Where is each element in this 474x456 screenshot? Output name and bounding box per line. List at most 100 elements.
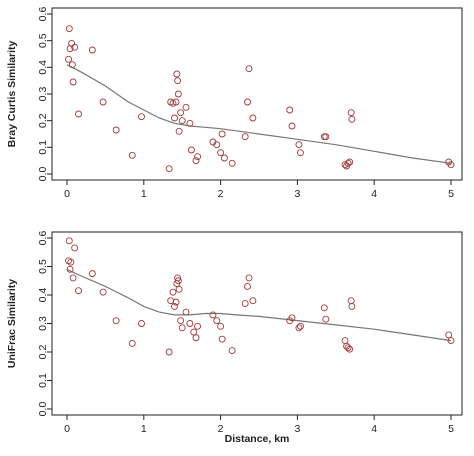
- data-point: [295, 324, 303, 332]
- data-point: [295, 141, 303, 149]
- data-point: [165, 348, 173, 356]
- data-point: [178, 117, 186, 125]
- x-tick-label: 0: [64, 188, 70, 200]
- data-point: [177, 109, 185, 117]
- data-point: [217, 322, 225, 330]
- y-axis-title: Bray Curtis Similarity: [6, 40, 18, 147]
- data-point: [213, 141, 221, 149]
- y-tick-label: 0.5: [37, 259, 49, 274]
- data-point: [249, 297, 257, 305]
- data-point: [288, 122, 296, 130]
- data-point: [245, 274, 253, 282]
- data-point: [65, 237, 73, 245]
- data-point: [218, 335, 226, 343]
- data-point: [75, 287, 82, 295]
- data-point: [344, 344, 352, 352]
- x-tick-label: 5: [448, 188, 454, 200]
- data-point: [88, 270, 96, 278]
- data-point: [182, 308, 190, 316]
- data-point: [241, 300, 249, 307]
- data-point: [244, 283, 251, 290]
- bray-curtis-panel: 0.0 0.1 0.2 0.3 0.4 0.5 0.6 0 1 2 3 4 5 Bray Curtis S…: [6, 7, 463, 200]
- data-point: [341, 337, 349, 345]
- y-tick-label: 0.0: [37, 402, 49, 417]
- data-point: [128, 151, 136, 159]
- y-tick-label: 0.2: [37, 113, 49, 128]
- data-point: [347, 109, 355, 117]
- data-point: [346, 158, 354, 166]
- data-point: [138, 320, 145, 327]
- y-tick-label: 0.1: [37, 140, 49, 155]
- data-point: [187, 146, 195, 154]
- data-point: [194, 322, 202, 330]
- plot-frame: [51, 7, 463, 181]
- data-point: [171, 114, 178, 122]
- data-point: [186, 119, 194, 127]
- data-point: [347, 297, 355, 305]
- trend-line: [66, 64, 452, 164]
- data-point: [71, 244, 79, 252]
- data-point: [245, 65, 253, 73]
- data-point: [288, 314, 296, 322]
- data-point: [66, 265, 74, 273]
- data-point: [174, 277, 182, 285]
- trend-line: [66, 268, 452, 342]
- x-tick-label: 1: [141, 188, 147, 200]
- data-point: [286, 106, 294, 114]
- data-point: [68, 61, 76, 69]
- data-point: [88, 46, 96, 54]
- x-tick-label: 4: [371, 188, 377, 200]
- x-tick-label: 0: [64, 423, 70, 435]
- y-tick-label: 0.2: [37, 345, 49, 360]
- data-point: [174, 77, 182, 85]
- data-point: [169, 99, 177, 107]
- data-point: [186, 320, 194, 327]
- data-point: [173, 70, 181, 78]
- data-point: [67, 258, 75, 266]
- data-point: [192, 334, 200, 342]
- data-point: [297, 149, 304, 157]
- y-tick-label: 0.4: [37, 288, 49, 303]
- data-point: [322, 315, 330, 323]
- x-tick-label: 2: [218, 188, 224, 200]
- y-tick-label: 0.0: [37, 167, 49, 182]
- data-point: [174, 274, 182, 282]
- data-point: [175, 285, 183, 293]
- data-point: [348, 302, 356, 310]
- data-point: [175, 127, 183, 135]
- data-point: [172, 98, 180, 106]
- data-point: [190, 328, 198, 336]
- x-tick-label: 1: [141, 423, 147, 435]
- y-tick-label: 0.6: [37, 7, 49, 22]
- data-point: [218, 130, 226, 138]
- x-tick-label: 4: [371, 423, 377, 435]
- data-point: [194, 153, 202, 161]
- data-point: [65, 25, 73, 33]
- y-tick-label: 0.6: [37, 231, 49, 246]
- data-point: [228, 347, 236, 355]
- data-point: [447, 161, 455, 169]
- data-point: [99, 98, 107, 106]
- data-point: [209, 311, 217, 319]
- data-point: [182, 103, 190, 111]
- data-point: [99, 288, 107, 296]
- data-point: [297, 322, 304, 330]
- data-point: [344, 159, 352, 167]
- data-point: [346, 345, 354, 353]
- data-point: [217, 149, 225, 157]
- data-point: [68, 39, 76, 47]
- data-point: [65, 55, 72, 63]
- data-point: [138, 113, 145, 121]
- data-point: [112, 317, 120, 325]
- y-tick-label: 0.4: [37, 60, 49, 75]
- data-point: [249, 114, 257, 122]
- data-point: [171, 302, 178, 310]
- data-point: [213, 317, 221, 325]
- y-tick-label: 0.1: [37, 373, 49, 388]
- data-point: [172, 298, 180, 306]
- data-point: [69, 274, 77, 282]
- data-point: [241, 133, 249, 141]
- data-point: [174, 90, 182, 98]
- data-point: [169, 288, 177, 296]
